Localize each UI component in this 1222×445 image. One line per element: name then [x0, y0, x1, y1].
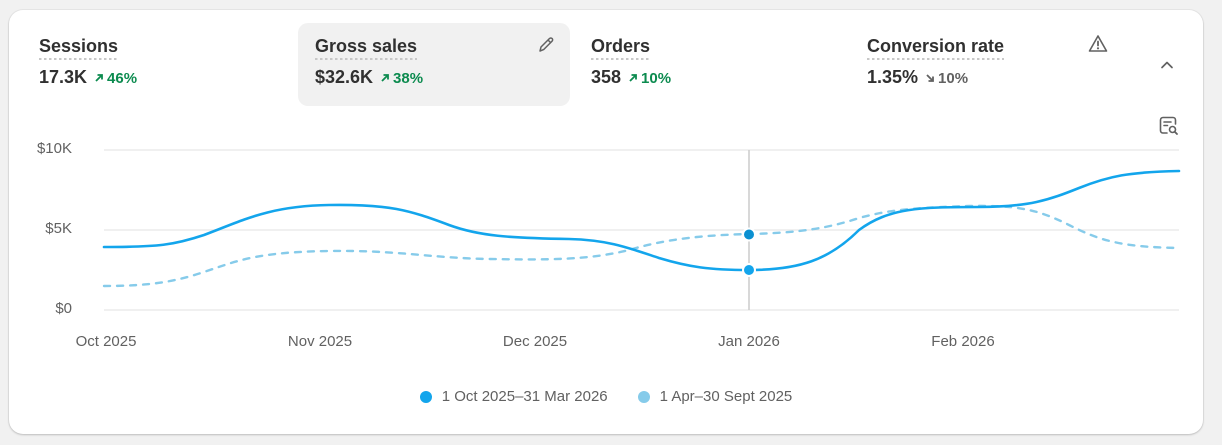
legend-label-current: 1 Oct 2025–31 Mar 2026 — [441, 388, 608, 405]
metric-title[interactable]: Conversion rate — [867, 35, 1005, 60]
change-percent: 46% — [107, 69, 138, 87]
y-tick-5k: $5K — [45, 220, 72, 237]
metric-change: 10% — [628, 70, 671, 87]
sales-overview-card: Sessions 17.3K 46% Gross sales $32.6K 38… — [9, 10, 1203, 434]
gridlines — [104, 149, 1179, 311]
arrow-up-right-icon — [381, 74, 389, 82]
metric-conversion-rate[interactable]: Conversion rate 1.35% 10% — [850, 23, 1122, 106]
legend-item-current[interactable]: 1 Oct 2025–31 Mar 2026 — [419, 388, 608, 405]
metric-value: 1.35% — [867, 67, 919, 87]
metric-orders[interactable]: Orders 358 10% — [574, 23, 846, 106]
series-previous-line — [102, 204, 1181, 288]
x-tick-feb-2026: Feb 2026 — [931, 333, 995, 350]
arrow-up-right-icon — [95, 74, 103, 82]
line-chart[interactable] — [9, 10, 1203, 434]
metric-title[interactable]: Sessions — [39, 35, 119, 60]
legend-item-previous[interactable]: 1 Apr–30 Sept 2025 — [637, 388, 793, 405]
metric-value: 358 — [591, 67, 622, 87]
metric-change: 46% — [94, 70, 137, 87]
metric-title[interactable]: Gross sales — [315, 35, 418, 60]
chart-legend: 1 Oct 2025–31 Mar 2026 1 Apr–30 Sept 202… — [9, 388, 1203, 405]
hover-point-previous — [742, 227, 756, 242]
metric-value: $32.6K — [315, 67, 374, 87]
warning-triangle-icon[interactable] — [1086, 32, 1110, 56]
metric-value: 17.3K — [39, 67, 88, 87]
y-tick-10k: $10K — [36, 140, 72, 157]
chevron-up-icon[interactable] — [1155, 53, 1179, 77]
change-percent: 38% — [393, 69, 424, 87]
change-percent: 10% — [641, 69, 672, 87]
arrow-down-right-icon — [926, 74, 934, 82]
x-tick-nov-2025: Nov 2025 — [287, 333, 353, 350]
arrow-up-right-icon — [629, 74, 637, 82]
report-search-icon[interactable] — [1157, 114, 1181, 138]
legend-dot-current — [419, 390, 432, 403]
hover-point-current — [742, 263, 756, 277]
x-tick-jan-2026: Jan 2026 — [718, 333, 780, 350]
series-current-line — [102, 169, 1181, 272]
pencil-icon[interactable] — [534, 33, 558, 57]
metric-change: 10% — [925, 70, 968, 87]
metric-gross-sales[interactable]: Gross sales $32.6K 38% — [298, 23, 570, 106]
x-tick-oct-2025: Oct 2025 — [75, 333, 137, 350]
metric-change: 38% — [380, 70, 423, 87]
legend-label-previous: 1 Apr–30 Sept 2025 — [659, 388, 793, 405]
legend-dot-previous — [637, 390, 650, 403]
metric-sessions[interactable]: Sessions 17.3K 46% — [22, 23, 294, 106]
metric-title[interactable]: Orders — [591, 35, 651, 60]
y-tick-0: $0 — [55, 300, 72, 317]
x-tick-dec-2025: Dec 2025 — [502, 333, 568, 350]
change-percent: 10% — [938, 69, 969, 87]
